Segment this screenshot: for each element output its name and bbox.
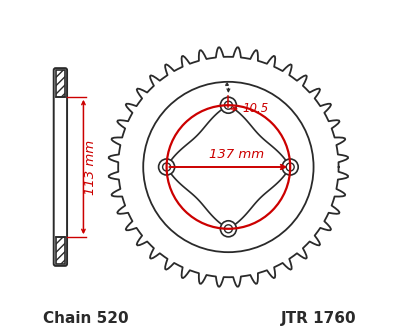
- Circle shape: [220, 221, 236, 237]
- Bar: [56, 237, 65, 264]
- Circle shape: [158, 159, 175, 175]
- Circle shape: [220, 97, 236, 113]
- Circle shape: [282, 159, 298, 175]
- FancyBboxPatch shape: [54, 68, 67, 266]
- Text: Chain 520: Chain 520: [43, 311, 129, 326]
- Circle shape: [286, 163, 294, 171]
- Circle shape: [162, 163, 171, 171]
- Text: 113 mm: 113 mm: [84, 139, 97, 195]
- Text: 137 mm: 137 mm: [209, 148, 264, 161]
- Bar: [56, 237, 65, 264]
- Circle shape: [224, 101, 232, 109]
- Bar: [56, 70, 65, 97]
- Bar: [56, 70, 65, 97]
- Circle shape: [224, 225, 232, 233]
- Text: JTR 1760: JTR 1760: [281, 311, 357, 326]
- Text: 10.5: 10.5: [243, 102, 269, 115]
